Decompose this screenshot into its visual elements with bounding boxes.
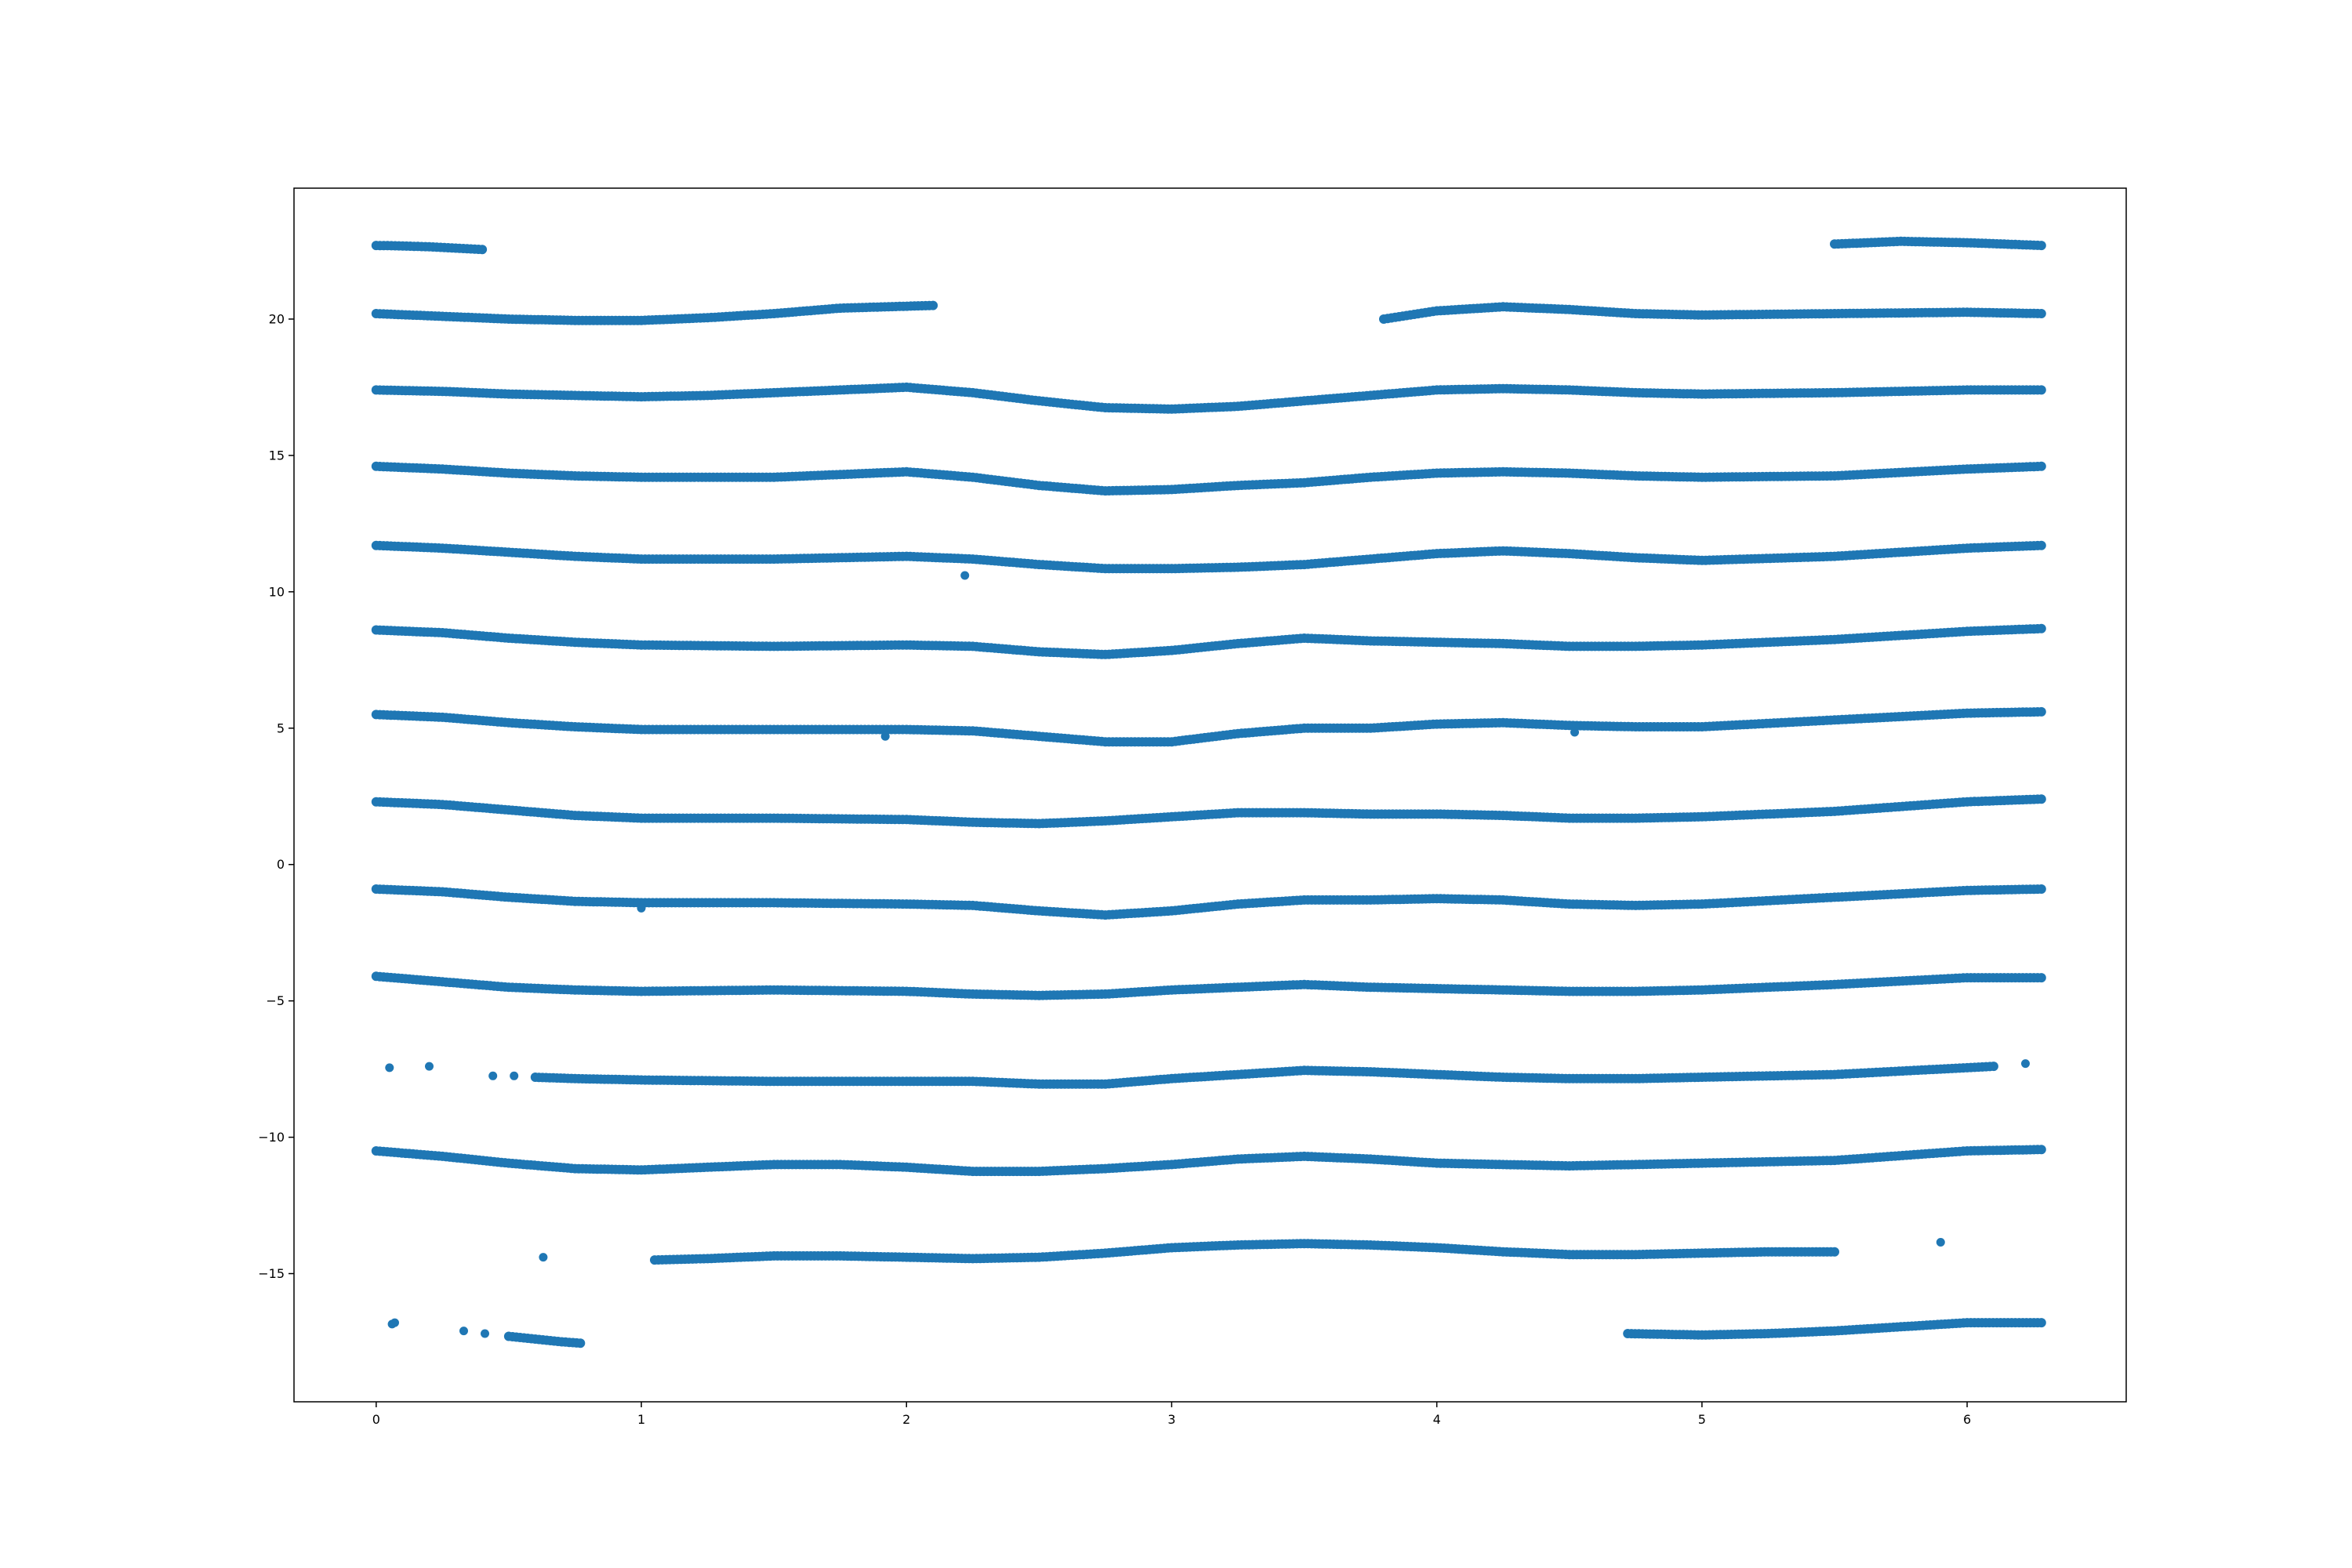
data-point [2036, 706, 2046, 717]
data-point [2036, 973, 2046, 983]
series-5 [371, 461, 2046, 496]
data-point [2036, 884, 2046, 894]
series-10 [371, 884, 2046, 920]
series-0 [371, 241, 488, 255]
data-point [477, 245, 488, 255]
data-point [2036, 461, 2046, 471]
data-point [928, 300, 938, 310]
series-8 [371, 706, 2046, 747]
series-14 [650, 1239, 1839, 1265]
data-point [2036, 241, 2046, 251]
series-13 [371, 1145, 2046, 1177]
series-9 [371, 794, 2046, 829]
series-2 [1379, 302, 2046, 324]
series-6 [371, 540, 2046, 574]
data-point [2036, 794, 2046, 804]
series-3 [1830, 236, 2046, 251]
series-12 [530, 1062, 1998, 1089]
series-7 [371, 623, 2046, 659]
series-11 [371, 971, 2046, 1000]
data-point [2036, 623, 2046, 633]
data-point [2036, 385, 2046, 395]
data-point [2036, 1145, 2046, 1155]
scatter-points [371, 236, 2046, 1348]
data-point [2036, 540, 2046, 550]
data-point [1988, 1062, 1998, 1072]
data-point [2036, 309, 2046, 318]
series-4 [371, 382, 2046, 414]
series-1 [371, 300, 938, 325]
